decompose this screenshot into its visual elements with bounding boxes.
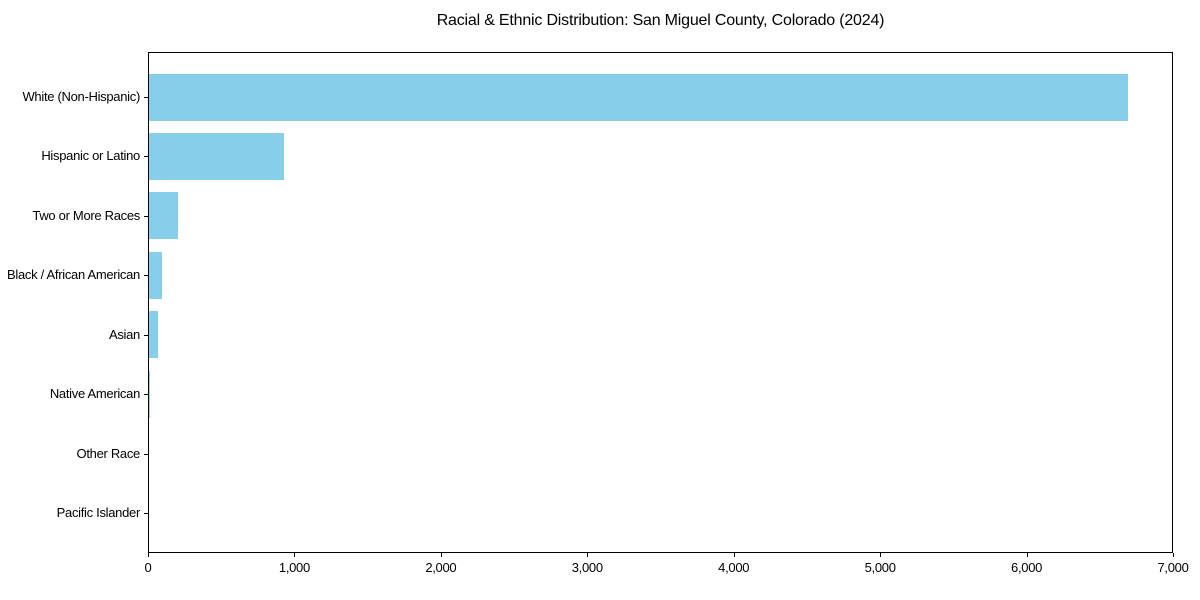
y-axis-label: Native American [49,386,140,402]
y-axis-label: Hispanic or Latino [41,148,140,164]
y-axis-label: Pacific Islander [56,505,141,520]
x-tick-label: 4,000 [718,560,750,575]
y-tick-mark [144,335,148,336]
x-tick-label: 1,000 [278,560,310,575]
x-tick-mark [734,553,735,557]
x-tick-mark [148,553,149,557]
chart-title: Racial & Ethnic Distribution: San Miguel… [436,12,885,29]
bar-black-african-american [149,251,162,299]
x-tick-label: 3,000 [571,560,603,575]
bar-two-or-more-races [149,192,178,240]
x-tick-label: 6,000 [1011,560,1043,575]
y-axis-label: Black / African American [7,267,140,283]
x-tick-label: 0 [144,560,152,575]
x-tick-mark [1027,553,1028,557]
y-axis-label: Other Race [76,445,141,461]
x-tick-label: 2,000 [425,560,457,575]
bar-asian [149,311,158,359]
plot-border-box [148,52,1173,553]
x-tick-label: 7,000 [1157,560,1189,575]
x-tick-mark [587,553,588,557]
x-tick-mark [1173,553,1174,557]
bar-white-non-hispanic [149,73,1128,121]
y-tick-mark [144,454,148,455]
y-axis-label: Asian [108,326,140,342]
y-axis-label: White (Non-Hispanic) [22,89,140,104]
y-axis-label: Two or More Races [32,207,140,223]
bar-native-american [149,370,150,418]
x-tick-mark [880,553,881,557]
y-tick-mark [144,97,148,98]
y-tick-mark [144,156,148,157]
x-tick-label: 5,000 [864,560,896,575]
y-tick-mark [144,394,148,395]
x-tick-mark [294,553,295,557]
y-tick-mark [144,513,148,514]
y-tick-mark [144,216,148,217]
bar-hispanic-or-latino [149,132,284,180]
y-tick-mark [144,275,148,276]
x-tick-mark [441,553,442,557]
